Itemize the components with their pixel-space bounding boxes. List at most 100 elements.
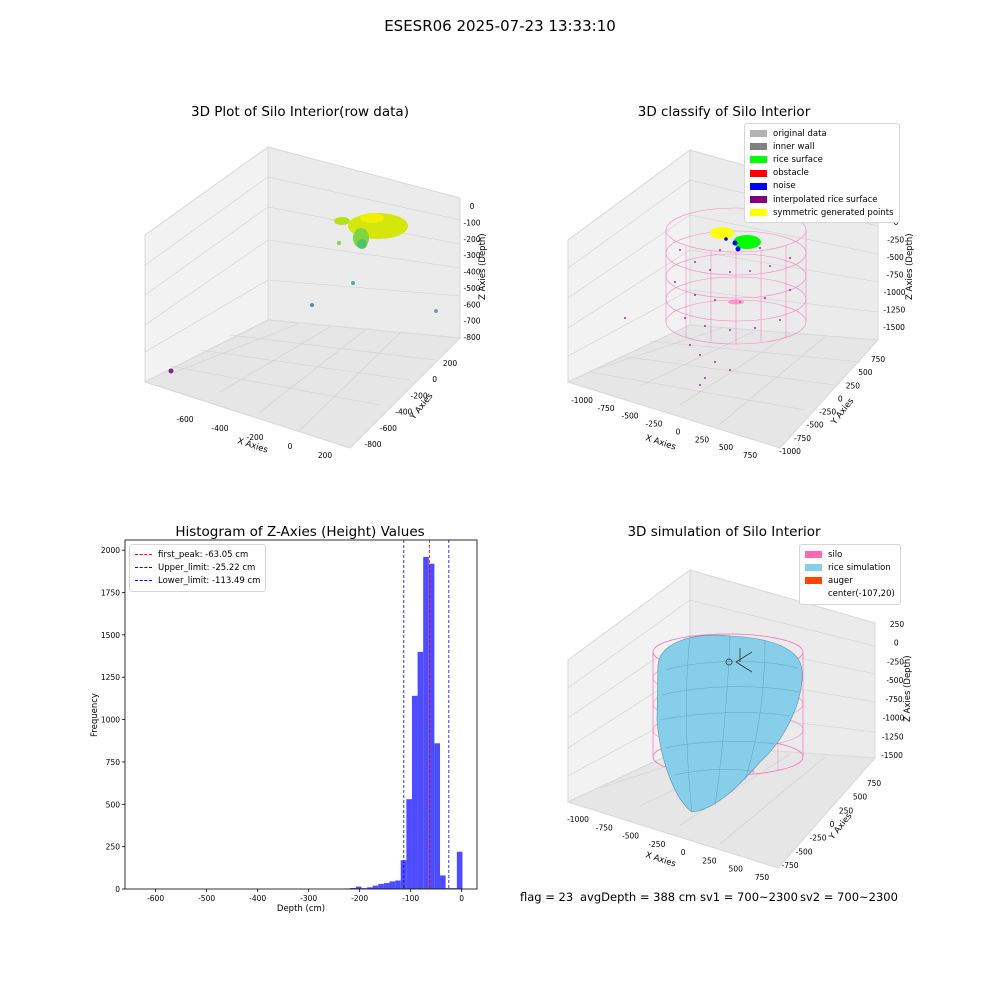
histogram-bar [456, 851, 463, 889]
histogram-bar [417, 651, 424, 889]
x-tick-label: 0 [459, 894, 464, 903]
panel3-plot: -600 -500 -400 -300 -200 -100 0 0 250 500 750 1000… [90, 539, 478, 914]
legend-item: inner wall [750, 140, 894, 153]
figure-title: ESESR06 2025-07-23 13:33:10 [384, 17, 616, 35]
z-tick-label: -400 [463, 268, 480, 277]
legend-item: interpolated rice surface [750, 193, 894, 206]
panel2-silo-wall [665, 207, 807, 345]
panel4-rice-simulation [656, 634, 803, 813]
y-tick-label: 750 [106, 758, 121, 767]
histogram-bar [378, 883, 384, 889]
legend-item-first-peak: first_peak: -63.05 cm [135, 548, 260, 561]
y-tick-label: 0 [115, 885, 120, 894]
x-tick-label: -600 [176, 415, 193, 424]
legend-item: auger [805, 574, 895, 587]
y-tick-label: 1250 [101, 673, 120, 682]
histogram-bar [445, 888, 452, 889]
y-tick-label: -800 [364, 440, 381, 449]
y-tick-label: -250 [809, 834, 826, 843]
x-tick-label: 0 [288, 442, 293, 451]
panel1-point-cloud [168, 213, 438, 374]
y-tick-label: 750 [871, 355, 886, 364]
legend-item-upper-limit: Upper_limit: -25.22 cm [135, 561, 260, 574]
z-tick-label: -1500 [881, 751, 903, 760]
panel1-title: 3D Plot of Silo Interior(row data) [191, 104, 409, 120]
x-tick-label: -200 [351, 894, 368, 903]
y-tick-label: 250 [106, 843, 121, 852]
x-tick-label: -300 [300, 894, 317, 903]
x-tick-label: -750 [596, 823, 613, 832]
legend-item: rice simulation [805, 561, 895, 574]
x-tick-label: 0 [676, 427, 681, 436]
y-tick-label: 0 [838, 394, 843, 403]
histogram-bar [355, 886, 362, 889]
histogram-bar [367, 887, 373, 889]
panel3-legend: first_peak: -63.05 cm Upper_limit: -25.2… [129, 544, 267, 592]
y-tick-label: 1000 [101, 716, 120, 725]
x-tick-label: -1000 [567, 815, 589, 824]
legend-item: center(-107,20) [828, 589, 895, 600]
y-tick-label: 200 [443, 359, 458, 368]
footer-flag: flag = 23 [520, 890, 574, 904]
panel4-xlabel: X Axies [644, 850, 677, 869]
z-tick-label: 0 [894, 639, 899, 648]
panel4-title: 3D simulation of Silo Interior [627, 524, 821, 540]
histogram-bar [411, 695, 418, 889]
z-tick-label: -1000 [884, 288, 906, 297]
legend-item: rice surface [750, 153, 894, 166]
panel1-plot: -600 -400 -200 0 200 -800 -600 -400 -200 0 200 0 -10… [143, 146, 488, 460]
histogram-bar [434, 743, 441, 889]
y-tick-label: 1500 [101, 631, 120, 640]
panel2-xlabel: X Axies [644, 433, 677, 452]
y-tick-label: -500 [807, 421, 824, 430]
z-tick-label: -1500 [883, 323, 905, 332]
x-tick-label: 500 [719, 443, 734, 452]
panel2-interpolated-points [624, 247, 791, 386]
histogram-bar [389, 881, 396, 889]
panel3-title: Histogram of Z-Axies (Height) Values [175, 524, 425, 540]
legend-item: original data [750, 127, 894, 140]
x-tick-label: -200 [246, 433, 263, 442]
histogram-bar [406, 799, 412, 889]
panel3-xlabel: Depth (cm) [277, 904, 325, 914]
legend-item: symmetric generated points [750, 206, 894, 219]
y-tick-label: -1000 [779, 447, 801, 456]
z-tick-label: 0 [470, 202, 475, 211]
footer-sv1: sv1 = 700~2300 [700, 890, 798, 904]
panel2-classified-points [710, 227, 761, 305]
z-tick-label: -700 [463, 317, 480, 326]
z-tick-label: -600 [463, 300, 480, 309]
panel4-legend: silo rice simulation auger center(-107,2… [799, 544, 901, 605]
x-tick-label: 250 [695, 435, 710, 444]
y-tick-label: -500 [795, 847, 812, 856]
z-tick-label: -100 [463, 218, 480, 227]
legend-item: obstacle [750, 167, 894, 180]
panel3-ylabel: Frequency [90, 693, 100, 737]
x-tick-label: -250 [648, 840, 665, 849]
x-tick-label: 0 [681, 848, 686, 857]
panel2-legend: original data inner wall rice surface ob… [744, 123, 900, 224]
footer-avg-depth: avgDepth = 388 cm [580, 890, 697, 904]
histogram-bar [361, 888, 368, 889]
panel3-axes-frame [124, 539, 478, 890]
panel1-zlabel: Z Axies (Depth) [478, 233, 488, 300]
y-tick-label: 500 [853, 793, 868, 802]
y-tick-label: -200 [411, 391, 428, 400]
legend-item: noise [750, 180, 894, 193]
y-tick-label: -750 [781, 861, 798, 870]
x-tick-label: -400 [211, 424, 228, 433]
y-tick-label: -250 [819, 408, 836, 417]
histogram-bar [451, 888, 457, 889]
y-tick-label: -600 [380, 424, 397, 433]
x-tick-label: -500 [198, 894, 215, 903]
z-tick-label: -500 [887, 253, 904, 262]
z-tick-label: -750 [886, 271, 903, 280]
y-tick-label: 0 [830, 820, 835, 829]
legend-item: silo [805, 548, 895, 561]
legend-item-lower-limit: Lower_limit: -113.49 cm [135, 574, 260, 587]
z-tick-label: -1000 [883, 714, 905, 723]
y-tick-label: 250 [839, 806, 854, 815]
x-tick-label: -1000 [571, 396, 593, 405]
y-tick-label: 1750 [101, 589, 120, 598]
